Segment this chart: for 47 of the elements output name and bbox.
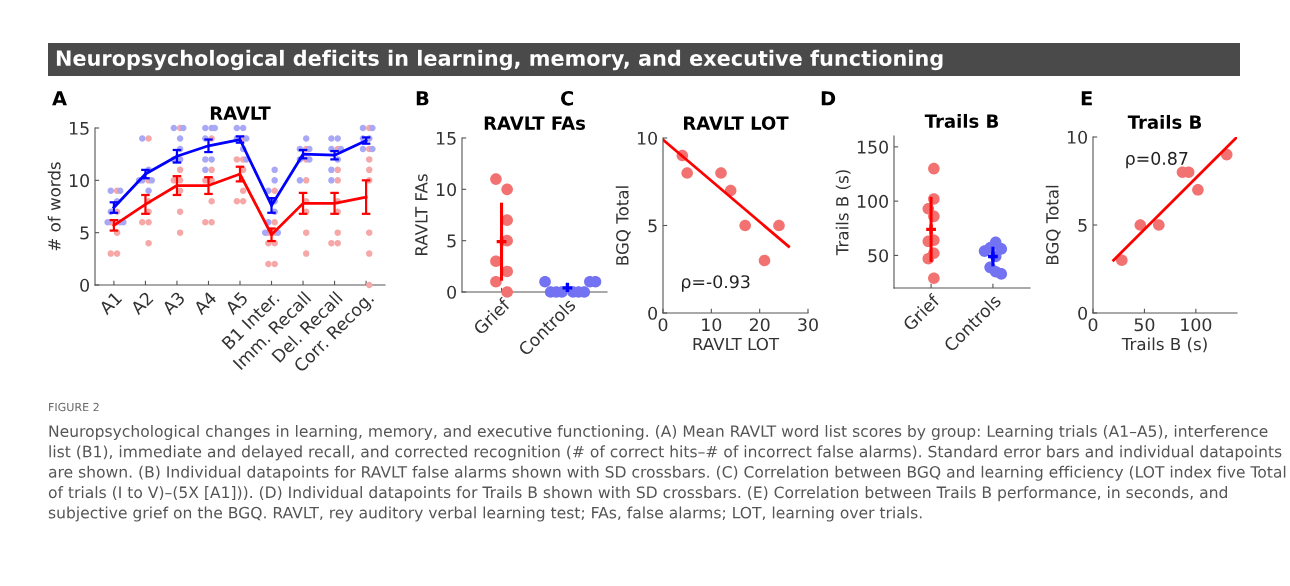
text: D	[821, 91, 836, 106]
chart-title: RAVLT LOT	[684, 116, 789, 130]
text: C	[560, 90, 574, 106]
y-tick-label: 10	[69, 174, 89, 188]
y-tick-label: 100	[857, 194, 888, 208]
chart-title: RAVLT	[210, 106, 271, 120]
caption: FIGURE 2	[49, 402, 99, 412]
y-tick-label: 50	[868, 249, 888, 263]
x-tick-label: 0	[658, 318, 668, 332]
x-tick-label: A2	[129, 291, 154, 316]
y-axis-title: Trails B (s)	[835, 170, 851, 256]
annotation: ρ=-0.93	[681, 275, 750, 292]
x-tick-label: 10	[702, 318, 722, 332]
x-axis-title: Trails B (s)	[1121, 337, 1207, 353]
x-tick-label: A1	[98, 291, 123, 316]
y-tick-label: 10	[1067, 130, 1087, 144]
text: A	[52, 91, 67, 106]
x-tick-label: 30	[798, 318, 818, 332]
y-tick-label: 10	[436, 183, 456, 197]
y-tick-label: 5	[648, 219, 657, 233]
y-axis-title: BGQ Total	[615, 186, 631, 265]
y-tick-label: 5	[80, 226, 89, 240]
y-tick-label: 15	[69, 121, 89, 135]
y-tick-label: 0	[80, 278, 89, 292]
y-axis-title: BGQ Total	[1045, 185, 1061, 265]
x-tick-label: A4	[192, 290, 218, 316]
x-tick-label: A3	[161, 291, 186, 316]
y-tick-label: 15	[436, 131, 456, 145]
chart-title: RAVLT FAs	[484, 116, 586, 130]
text: Neuropsychological changes in learning, memory, and executive functioning. (A) Mean RAVLT word list scores by group: Learning trials (A1–A5), interference list (B1), immediate and delayed recall, and corrected recognition (# of correct hits–# of incorrect false alarms). Standard error bars and individual datapoints are shown. (B) Individual datapoints for RAVLT false alarms shown with SD crossbars. (C) Correlation between BGQ and learning efficiency (LOT index five Total of trials (I to V)–(5X [A1])). (D) Individual datapoints for Trails B shown with SD crossbars. (E) Correlation between Trails B performance, in seconds, and subjective grief on the BGQ. RAVLT, rey auditory verbal learning test; FAs, false alarms; LOT, learning over trials.	[48, 425, 1286, 522]
annotation: ρ=0.87	[1126, 151, 1188, 169]
x-tick-label: 50	[1134, 318, 1155, 332]
text: Neuropsychological deficits in learning, memory, and executive functioning	[56, 49, 943, 71]
text: E	[1081, 91, 1092, 106]
y-tick-label: 150	[857, 140, 888, 154]
y-axis-title: RAVLT FAs	[415, 174, 428, 255]
text: B	[416, 91, 429, 106]
y-tick-label: 5	[1078, 218, 1087, 232]
chart-title: Trails B	[924, 113, 999, 128]
x-tick-label: 100	[1181, 318, 1212, 332]
x-axis-title: RAVLT LOT	[693, 337, 780, 351]
y-tick-label: 10	[637, 131, 657, 145]
chart-title: Trails B	[1127, 114, 1202, 129]
x-tick-label: 20	[749, 318, 770, 332]
x-tick-label: 0	[1088, 318, 1098, 332]
y-tick-label: 5	[447, 234, 456, 248]
y-axis-title: # of words	[47, 162, 61, 251]
